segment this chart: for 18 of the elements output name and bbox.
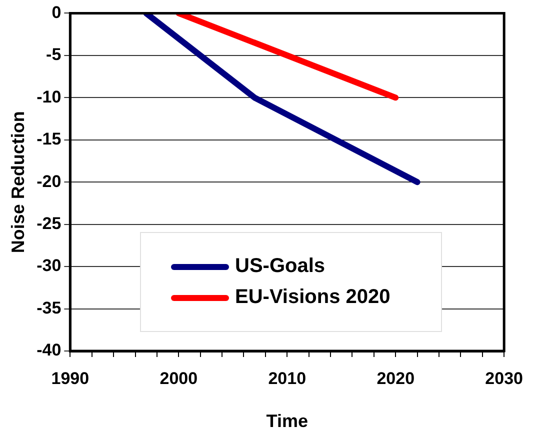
y-tick-label: -20 xyxy=(36,172,62,191)
y-tick-label: -40 xyxy=(36,340,62,360)
y-tick-label: -15 xyxy=(36,130,62,149)
x-tick-label: 2000 xyxy=(160,368,198,388)
y-tick-label: -10 xyxy=(36,87,62,106)
legend-label: EU-Visions 2020 xyxy=(235,286,390,309)
x-tick-label: 2030 xyxy=(485,368,524,388)
y-tick-label: -5 xyxy=(46,45,62,64)
y-tick-label: 0 xyxy=(52,2,62,22)
y-tick-label: -30 xyxy=(36,256,62,276)
y-tick-label: -35 xyxy=(36,298,62,318)
y-axis-title: Noise Reduction xyxy=(8,111,28,254)
x-tick-label: 2020 xyxy=(376,368,415,388)
x-axis-title: Time xyxy=(266,411,308,432)
x-tick-label: 1990 xyxy=(51,368,90,388)
legend-label: US-Goals xyxy=(235,255,326,278)
y-tick-label: -25 xyxy=(36,214,62,234)
x-tick-label: 2010 xyxy=(268,368,306,388)
